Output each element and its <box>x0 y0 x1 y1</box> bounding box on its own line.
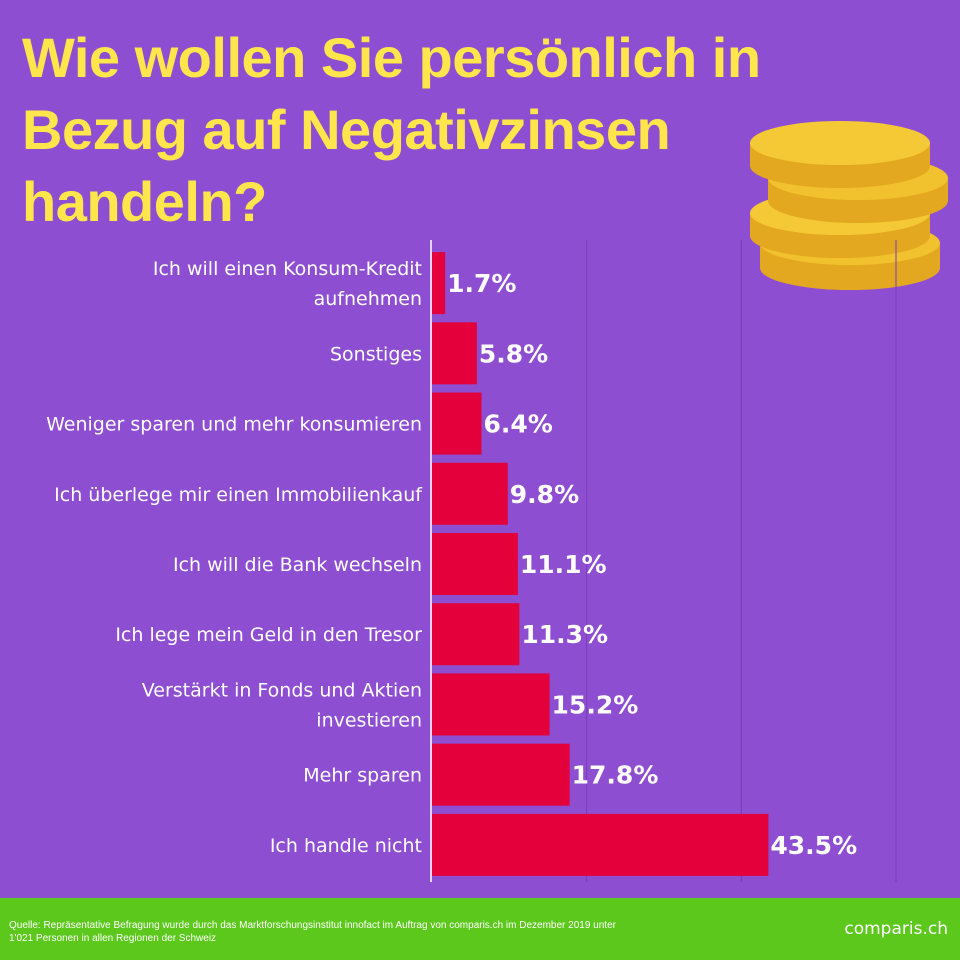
value-label-8: 43.5% <box>770 831 857 860</box>
category-label-8: Ich handle nicht <box>270 835 422 857</box>
source-note: Quelle: Repräsentative Befragung wurde d… <box>9 919 749 945</box>
chart-title: Wie wollen Sie persönlich in Bezug auf N… <box>22 22 802 238</box>
source-line-2: 1'021 Personen in allen Regionen der Sch… <box>9 933 217 944</box>
category-label-5: Ich lege mein Geld in den Tresor <box>115 624 422 646</box>
value-label-5: 11.3% <box>521 620 608 649</box>
category-label-8-line-0: Ich handle nicht <box>270 835 422 857</box>
grid-lines <box>586 240 897 882</box>
bars: 1.7% Ich will einen Konsum-Kredit aufnehme… <box>46 252 857 876</box>
category-label-7-line-0: Mehr sparen <box>303 765 422 787</box>
bar-7 <box>432 743 570 806</box>
category-label-1: Sonstiges <box>330 343 422 365</box>
category-label-6: Verstärkt in Fonds und Aktien investieren <box>142 679 422 731</box>
bar-2 <box>432 392 482 455</box>
category-label-5-line-0: Ich lege mein Geld in den Tresor <box>115 624 422 646</box>
category-label-4: Ich will die Bank wechseln <box>173 554 422 576</box>
brand-logo: comparis.ch <box>844 919 948 939</box>
value-label-1: 5.8% <box>479 339 548 368</box>
value-label-4: 11.1% <box>520 550 607 579</box>
value-label-2: 6.4% <box>483 410 552 439</box>
title-line-3: handeln? <box>22 170 267 233</box>
category-label-6-line-0: Verstärkt in Fonds und Aktien <box>142 679 422 701</box>
bar-0 <box>432 252 446 315</box>
value-label-3: 9.8% <box>510 480 579 509</box>
title-line-2: Bezug auf Negativzinsen <box>22 98 671 161</box>
category-label-0-line-0: Ich will einen Konsum-Kredit <box>153 258 422 280</box>
bar-6 <box>432 673 550 736</box>
bar-3 <box>432 462 508 525</box>
category-label-2: Weniger sparen und mehr konsumieren <box>46 414 422 436</box>
category-label-2-line-0: Weniger sparen und mehr konsumieren <box>46 414 422 436</box>
category-label-3: Ich überlege mir einen Immobilienkauf <box>54 484 423 506</box>
bar-4 <box>432 533 518 595</box>
coin-icon <box>750 121 930 188</box>
title-line-1: Wie wollen Sie persönlich in <box>22 26 761 89</box>
category-label-6-line-1: investieren <box>316 709 422 731</box>
value-label-7: 17.8% <box>572 761 659 790</box>
bar-5 <box>432 603 520 666</box>
footer: Quelle: Repräsentative Befragung wurde d… <box>0 898 960 960</box>
category-label-3-line-0: Ich überlege mir einen Immobilienkauf <box>54 484 423 506</box>
bar-chart: 1.7% Ich will einen Konsum-Kredit aufnehme… <box>46 240 897 882</box>
category-label-4-line-0: Ich will die Bank wechseln <box>173 554 422 576</box>
bar-8 <box>432 813 769 876</box>
category-label-7: Mehr sparen <box>303 765 422 787</box>
value-label-0: 1.7% <box>447 269 516 298</box>
bar-1 <box>432 322 477 385</box>
category-label-1-line-0: Sonstiges <box>330 343 422 365</box>
category-label-0-line-1: aufnehmen <box>314 288 422 310</box>
value-label-6: 15.2% <box>552 690 639 719</box>
source-line-1: Quelle: Repräsentative Befragung wurde d… <box>9 920 616 931</box>
category-label-0: Ich will einen Konsum-Kredit aufnehmen <box>153 258 422 310</box>
coin-stack-icon <box>750 121 948 290</box>
